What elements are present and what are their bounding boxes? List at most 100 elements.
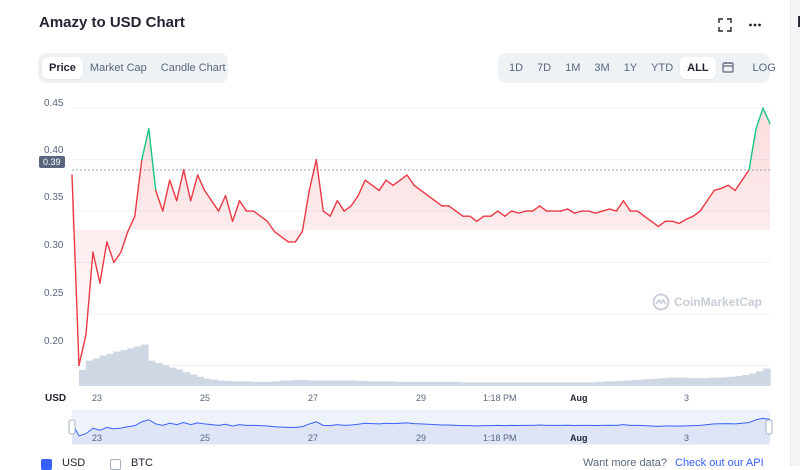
price-segment (622, 200, 632, 212)
volume-bar (700, 378, 709, 386)
volume-bar (438, 381, 446, 386)
range-1m[interactable]: 1M (565, 62, 581, 74)
price-segment (266, 220, 276, 233)
usd-checkbox[interactable] (41, 459, 52, 470)
price-segment (511, 210, 520, 214)
price-segment (538, 205, 548, 212)
price-segment (196, 174, 206, 192)
volume-bar (168, 367, 177, 386)
volume-bar (355, 380, 363, 386)
y-tick-label: 0.30 (44, 240, 64, 251)
volume-bar (666, 377, 674, 386)
price-segment (364, 179, 373, 187)
price-segment (280, 236, 290, 243)
volume-bar (258, 381, 267, 386)
navigator-tick-label: 1:18 PM (483, 433, 517, 443)
volume-bar (369, 381, 377, 386)
volume-bar (541, 382, 550, 386)
y-tick-label: 0.35 (44, 192, 64, 203)
volume-bar (113, 351, 121, 386)
price-segment (294, 230, 304, 243)
volume-bar (479, 382, 488, 386)
volume-bar (265, 381, 274, 386)
y-tick-label: 0.40 (44, 145, 64, 156)
price-segment (601, 208, 611, 212)
calendar-icon[interactable] (716, 58, 740, 79)
volume-bar (362, 380, 370, 386)
volume-bar (687, 378, 695, 386)
price-segment (434, 200, 443, 207)
tab-price[interactable]: Price (42, 57, 83, 79)
fullscreen-icon[interactable] (716, 18, 734, 36)
price-segment (720, 184, 729, 190)
price-segment (678, 218, 687, 225)
price-segment (134, 158, 143, 217)
price-segment (476, 215, 485, 223)
price-segment (336, 200, 345, 212)
volume-bar (597, 381, 605, 386)
price-segment (734, 179, 743, 192)
volume-bar (99, 355, 108, 386)
price-segment (273, 230, 283, 238)
price-segment (106, 241, 115, 264)
volume-bar (521, 382, 529, 386)
x-tick-label: 1:18 PM (483, 393, 517, 403)
price-segment (301, 189, 311, 233)
price-segment (189, 174, 199, 202)
price-segment (531, 205, 541, 212)
volume-bar (293, 380, 301, 386)
range-all[interactable]: ALL (680, 57, 716, 79)
volume-bar (590, 382, 598, 386)
volume-bar (376, 381, 384, 386)
volume-bar (493, 382, 502, 386)
api-link[interactable]: Check out our API (675, 457, 764, 469)
volume-bars (78, 344, 771, 386)
price-segment (127, 215, 136, 233)
volume-bar (465, 382, 474, 386)
price-segment (748, 128, 757, 171)
volume-bar (735, 375, 743, 386)
range-1y[interactable]: 1Y (623, 62, 638, 74)
price-segment (92, 251, 101, 284)
volume-bar (272, 381, 280, 386)
navigator-right-handle[interactable] (765, 419, 773, 435)
price-segment (692, 210, 701, 217)
volume-bar (279, 380, 287, 386)
right-edge-panel (790, 0, 800, 466)
price-segment (657, 220, 666, 228)
price-segment (559, 208, 569, 212)
navigator-left-handle[interactable] (68, 419, 76, 435)
volume-bar (182, 372, 191, 386)
navigator-line (71, 417, 771, 437)
price-segment (420, 189, 429, 197)
price-segment (148, 128, 157, 192)
range-ytd[interactable]: YTD (651, 62, 674, 74)
range-3m[interactable]: 3M (594, 62, 610, 74)
tab-market-cap[interactable]: Market Cap (89, 62, 147, 74)
volume-bar (756, 371, 764, 386)
btc-checkbox[interactable] (110, 459, 121, 470)
price-segment (615, 200, 625, 212)
volume-bar (217, 380, 225, 386)
volume-bar (244, 381, 253, 386)
price-area (72, 108, 770, 366)
x-tick-label: 27 (308, 393, 319, 403)
volume-bar (714, 377, 723, 386)
volume-bar (148, 360, 156, 386)
volume-bar (652, 378, 661, 386)
range-7d[interactable]: 7D (537, 62, 552, 74)
price-segment (203, 189, 213, 202)
volume-bar (645, 379, 654, 386)
tab-candle-chart[interactable]: Candle Chart (160, 62, 226, 74)
range-1d[interactable]: 1D (509, 62, 524, 74)
chart-type-tabs: Price Market Cap Candle Chart (38, 53, 228, 83)
volume-bar (507, 382, 515, 386)
watermark-text: CoinMarketCap (674, 295, 763, 309)
more-icon[interactable] (746, 18, 764, 36)
volume-bar (638, 379, 647, 386)
price-segment (413, 184, 422, 192)
log-toggle[interactable]: LOG (752, 62, 776, 74)
price-segment (217, 194, 227, 212)
volume-bar (382, 381, 391, 386)
